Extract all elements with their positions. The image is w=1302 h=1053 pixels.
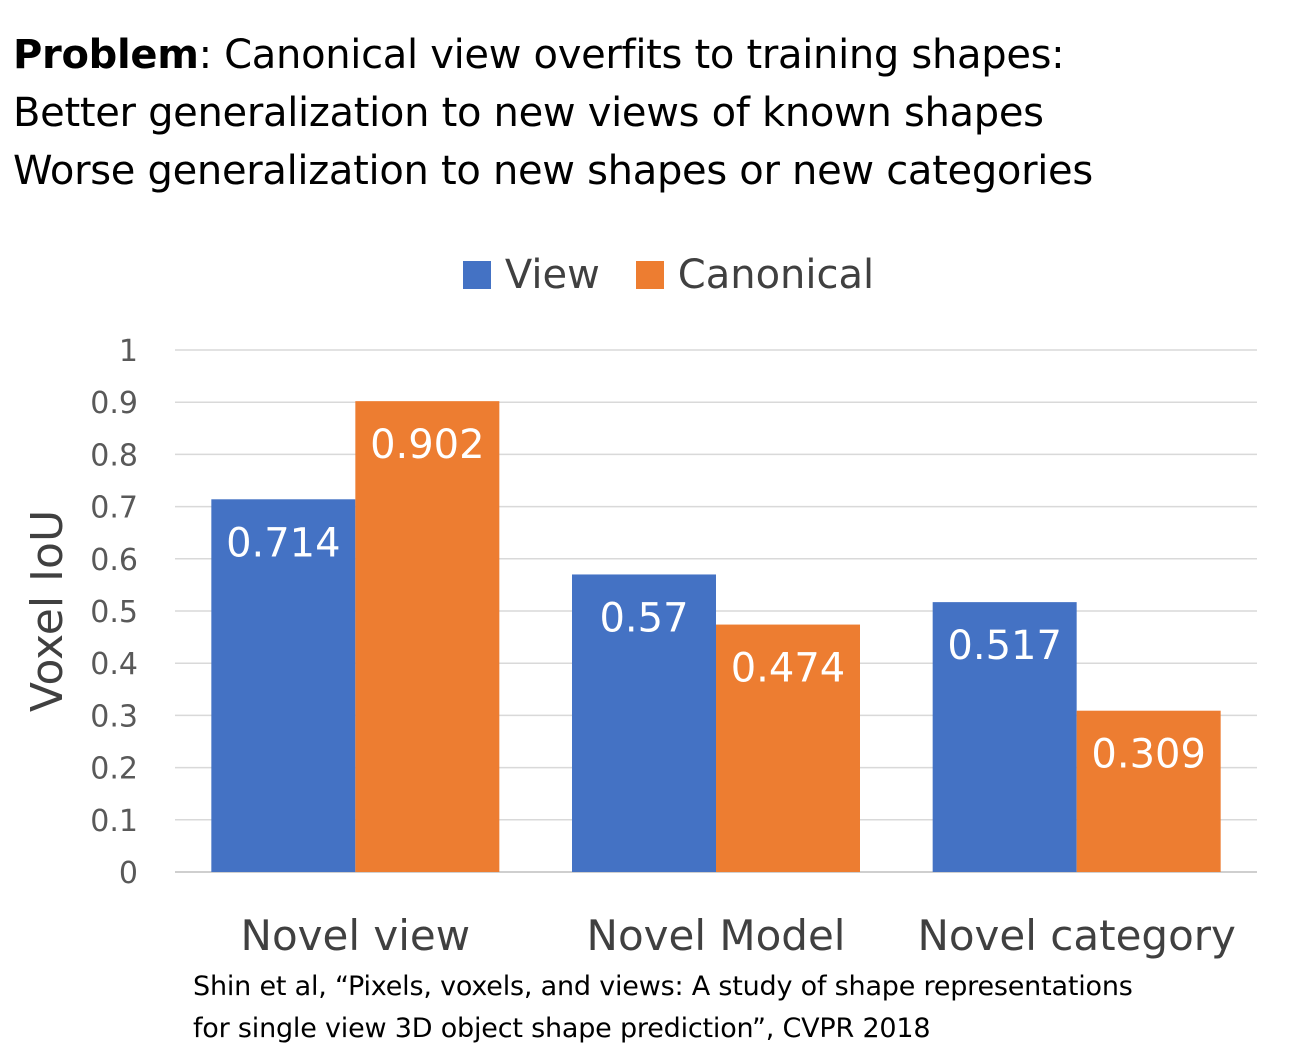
y-tick-label-7: 0.7 <box>90 491 138 526</box>
bar-view-1 <box>572 574 716 872</box>
data-label-view-0: 0.714 <box>226 520 341 566</box>
bar-canonical-0 <box>355 401 500 872</box>
y-tick-label-10: 1 <box>119 334 138 369</box>
title-line-3: Worse generalization to new shapes or ne… <box>13 148 1093 194</box>
legend-item-view: View <box>462 250 600 300</box>
y-tick-label-0: 0 <box>119 856 138 891</box>
legend-swatch-view <box>462 261 491 289</box>
bar-canonical-2 <box>1076 710 1221 872</box>
bar-view-0 <box>211 499 356 872</box>
y-tick-label-5: 0.5 <box>90 595 138 630</box>
y-tick-label-3: 0.3 <box>90 699 138 734</box>
legend-label-canonical: Canonical <box>677 252 875 298</box>
title-bold-word: Problem <box>13 32 199 78</box>
citation: Shin et al, “Pixels, voxels, and views: … <box>193 966 1133 1050</box>
chart-legend: View Canonical <box>0 250 1302 300</box>
x-tick-label-0: Novel view <box>241 911 471 960</box>
y-tick-label-6: 0.6 <box>90 543 138 578</box>
y-axis-label: Voxel IoU <box>22 510 73 712</box>
title-line-2: Better generalization to new views of kn… <box>13 90 1044 136</box>
bar-view-2 <box>932 602 1077 872</box>
y-tick-label-9: 0.9 <box>90 386 138 421</box>
data-label-canonical-0: 0.902 <box>370 422 485 468</box>
bar-canonical-1 <box>716 624 860 872</box>
x-tick-label-2: Novel category <box>917 911 1235 960</box>
legend-item-canonical: Canonical <box>635 250 875 300</box>
title-line-1: Problem: Canonical view overfits to trai… <box>13 26 1293 84</box>
y-tick-label-4: 0.4 <box>90 647 138 682</box>
title-line-1-rest: : Canonical view overfits to training sh… <box>198 32 1065 78</box>
y-tick-label-8: 0.8 <box>90 438 138 473</box>
slide-title: Problem: Canonical view overfits to trai… <box>13 26 1293 200</box>
data-label-view-2: 0.517 <box>947 623 1062 669</box>
y-tick-label-1: 0.1 <box>90 804 138 839</box>
data-label-canonical-2: 0.309 <box>1091 732 1206 778</box>
legend-swatch-canonical <box>635 261 664 289</box>
legend-label-view: View <box>504 252 600 298</box>
data-label-view-1: 0.57 <box>599 595 688 641</box>
data-label-canonical-1: 0.474 <box>731 646 846 692</box>
y-tick-label-2: 0.2 <box>90 752 138 787</box>
x-tick-label-1: Novel Model <box>587 911 846 960</box>
citation-line-2: for single view 3D object shape predicti… <box>193 1013 931 1044</box>
citation-line-1: Shin et al, “Pixels, voxels, and views: … <box>193 971 1133 1002</box>
